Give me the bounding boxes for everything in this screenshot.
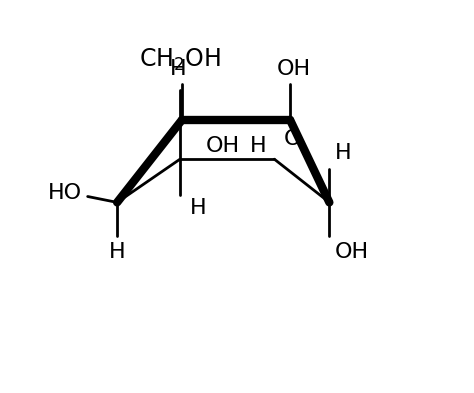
Text: CH$_2$OH: CH$_2$OH bbox=[139, 46, 221, 73]
Text: H: H bbox=[109, 242, 126, 262]
Text: H: H bbox=[250, 136, 266, 156]
Text: O: O bbox=[284, 129, 301, 149]
Text: H: H bbox=[170, 59, 186, 79]
Text: H: H bbox=[190, 198, 207, 219]
Text: HO: HO bbox=[48, 183, 82, 202]
Text: OH: OH bbox=[335, 242, 369, 262]
Text: OH: OH bbox=[277, 59, 311, 79]
Text: OH: OH bbox=[206, 136, 240, 156]
Text: H: H bbox=[335, 143, 352, 163]
